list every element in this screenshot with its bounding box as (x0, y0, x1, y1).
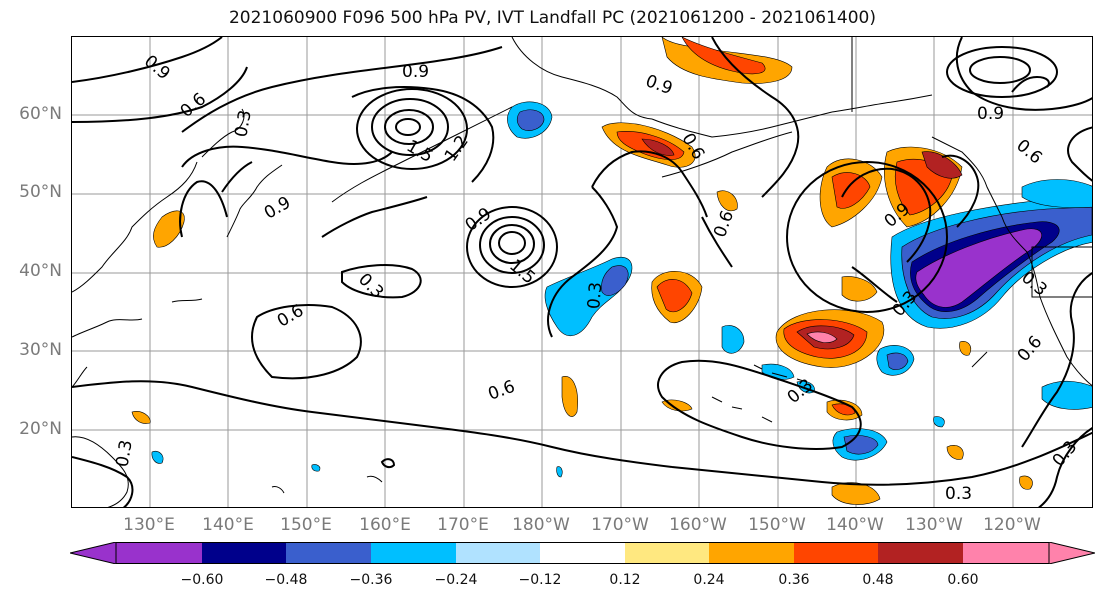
lat-label-20n: 20°N (19, 419, 62, 439)
colorbar-swatch (371, 542, 456, 564)
lat-label-60n: 60°N (19, 104, 62, 124)
contour-label: 0.9 (140, 51, 174, 84)
colorbar-tick: 0.36 (778, 572, 810, 588)
lon-label-150e: 150°E (280, 515, 332, 535)
colorbar-swatch (878, 542, 963, 564)
colorbar-tick: 0.48 (862, 572, 894, 588)
contour-label: 0.6 (486, 377, 518, 405)
colorbar-tick: 0.60 (947, 572, 979, 588)
colorbar-tick: −0.24 (434, 572, 478, 588)
contour-label: 0.6 (710, 208, 738, 240)
colorbar-swatch (709, 542, 794, 564)
contour-label: 0.9 (977, 104, 1004, 124)
colorbar-tick: −0.60 (180, 572, 224, 588)
map-title: 2021060900 F096 500 hPa PV, IVT Landfall… (228, 8, 876, 28)
colorbar-swatch (202, 542, 286, 564)
lon-label-170e: 170°E (437, 515, 489, 535)
lon-label-160e: 160°E (359, 515, 411, 535)
lon-label-150w: 150°W (748, 515, 806, 535)
lat-label-50n: 50°N (19, 182, 62, 202)
lon-label-160w: 160°W (669, 515, 727, 535)
lon-label-140e: 140°E (202, 515, 254, 535)
colorbar-swatch (456, 542, 540, 564)
lon-label-120w: 120°W (983, 515, 1041, 535)
contour-label: 0.3 (231, 109, 255, 139)
colorbar-tick: 0.12 (609, 572, 641, 588)
contour-label: 0.9 (261, 193, 294, 224)
contour-label: 0.6 (1014, 332, 1047, 366)
colorbar-tick: −0.36 (349, 572, 393, 588)
colorbar-swatch (116, 542, 202, 564)
contour-label: 0.9 (462, 204, 496, 236)
lon-label-140w: 140°W (826, 515, 884, 535)
lat-label-30n: 30°N (19, 340, 62, 360)
ivt-positive-shading (131, 37, 1033, 505)
ivt-negative-shading (151, 101, 1092, 478)
colorbar-swatch (286, 542, 371, 564)
lon-label-180w: 180°W (512, 515, 570, 535)
contour-label: 0.9 (643, 71, 675, 99)
colorbar-swatch (794, 542, 878, 564)
lon-label-130w: 130°W (905, 515, 963, 535)
contour-label: 1.5 (403, 136, 436, 167)
colorbar-swatch (963, 542, 1049, 564)
colorbar-left-extend (70, 542, 117, 564)
contour-label: 0.3 (112, 438, 136, 468)
colorbar-tick: 0.24 (693, 572, 725, 588)
contour-label: 0.3 (784, 375, 818, 408)
lon-label-170w: 170°W (591, 515, 649, 535)
coastlines (72, 37, 1092, 507)
colorbar-swatch (540, 542, 625, 564)
colorbar-swatch (625, 542, 709, 564)
lon-label-130e: 130°E (123, 515, 175, 535)
colorbar (70, 542, 1095, 564)
contour-label: 0.3 (945, 484, 972, 504)
contour-label: 0.6 (1012, 136, 1046, 169)
map-canvas: 0.9 0.6 0.9 0.3 1.5 1.2 0.9 0.9 1.5 0.3 … (72, 37, 1092, 507)
map-panel: 0.9 0.6 0.9 0.3 1.5 1.2 0.9 0.9 1.5 0.3 … (71, 36, 1093, 508)
pv-contours (72, 37, 1092, 507)
contour-label: 0.9 (402, 62, 429, 82)
contour-label: 1.5 (505, 256, 539, 289)
contour-label: 0.3 (584, 281, 606, 310)
colorbar-tick: −0.48 (264, 572, 308, 588)
colorbar-right-extend (1048, 542, 1095, 564)
colorbar-tick: −0.12 (518, 572, 562, 588)
lat-label-40n: 40°N (19, 261, 62, 281)
